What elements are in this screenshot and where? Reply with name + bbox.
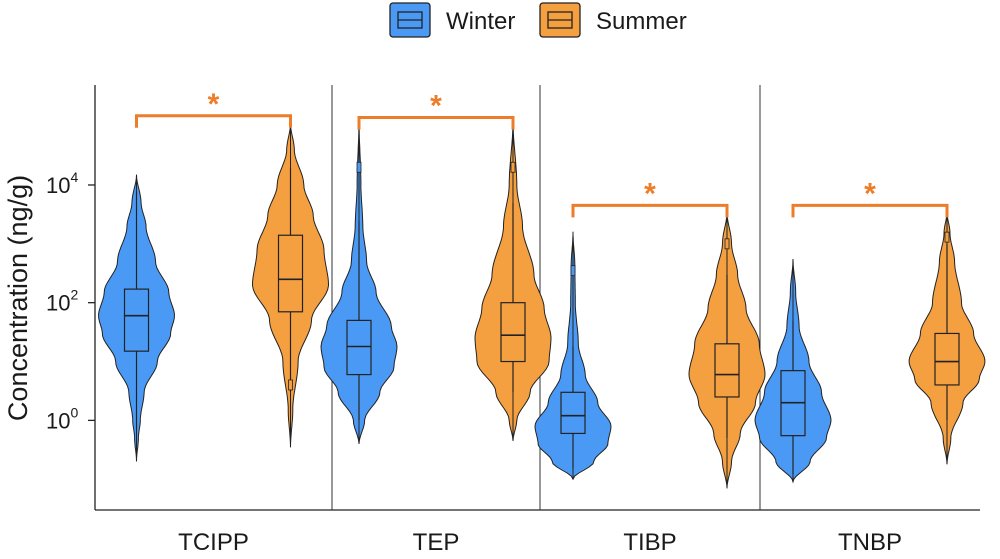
significance-tibp: * [571,177,729,218]
significance-bracket [357,116,515,130]
iqr-box [123,288,150,352]
legend-swatch-summer-box [547,11,573,29]
outlier-point [356,161,362,173]
outlier-point [288,379,293,391]
legend-label-summer: Summer [596,8,687,35]
outlier-point [570,265,576,277]
violin-summer-tibp [688,211,766,489]
significance-brackets: * * * * [135,88,949,218]
violin-winter-tnbp [754,259,832,484]
x-tick-label-tibp: TIBP [623,529,676,556]
significance-bracket [135,114,292,128]
significance-asterisk: * [208,88,220,121]
legend-label-winter: Winter [446,8,515,35]
significance-asterisk: * [644,177,656,210]
iqr-box [500,302,526,363]
x-tick-label-tep: TEP [413,529,460,556]
significance-asterisk: * [430,90,442,123]
violin-summer-tcipp [251,123,330,448]
iqr-box [934,332,960,386]
violin-summer-tnbp [908,211,986,465]
violin-winter-tep [320,119,398,444]
y-tick-label: 100 [46,404,78,433]
outlier-point [510,161,516,173]
outlier-point [944,231,950,243]
legend-swatch-winter-box [397,11,423,29]
legend-item-winter: Winter [389,2,515,38]
iqr-box [560,391,586,435]
significance-asterisk: * [864,177,876,210]
y-axis-label: Concentration (ng/g) [3,175,33,421]
legend-item-summer: Summer [539,2,687,38]
y-axis-ticks: 100 102 104 [46,169,95,433]
iqr-box [346,319,372,376]
significance-tnbp: * [791,177,949,218]
violins [97,119,986,489]
iqr-box [277,234,304,313]
x-tick-label-tcipp: TCIPP [178,529,249,556]
x-axis-labels: TCIPP TEP TIBP TNBP [178,529,902,556]
legend: Winter Summer [389,2,687,38]
violin-winter-tcipp [97,174,176,462]
significance-bracket [791,203,949,218]
significance-tcipp: * [135,88,292,128]
y-tick-label: 104 [46,169,78,198]
iqr-box [714,343,740,398]
violin-summer-tep [474,121,552,441]
y-tick-label: 102 [46,287,78,316]
x-tick-label-tnbp: TNBP [838,529,902,556]
significance-bracket [571,203,729,218]
significance-tep: * [357,90,515,130]
violin-winter-tibp [534,231,612,481]
outlier-point [724,238,730,250]
